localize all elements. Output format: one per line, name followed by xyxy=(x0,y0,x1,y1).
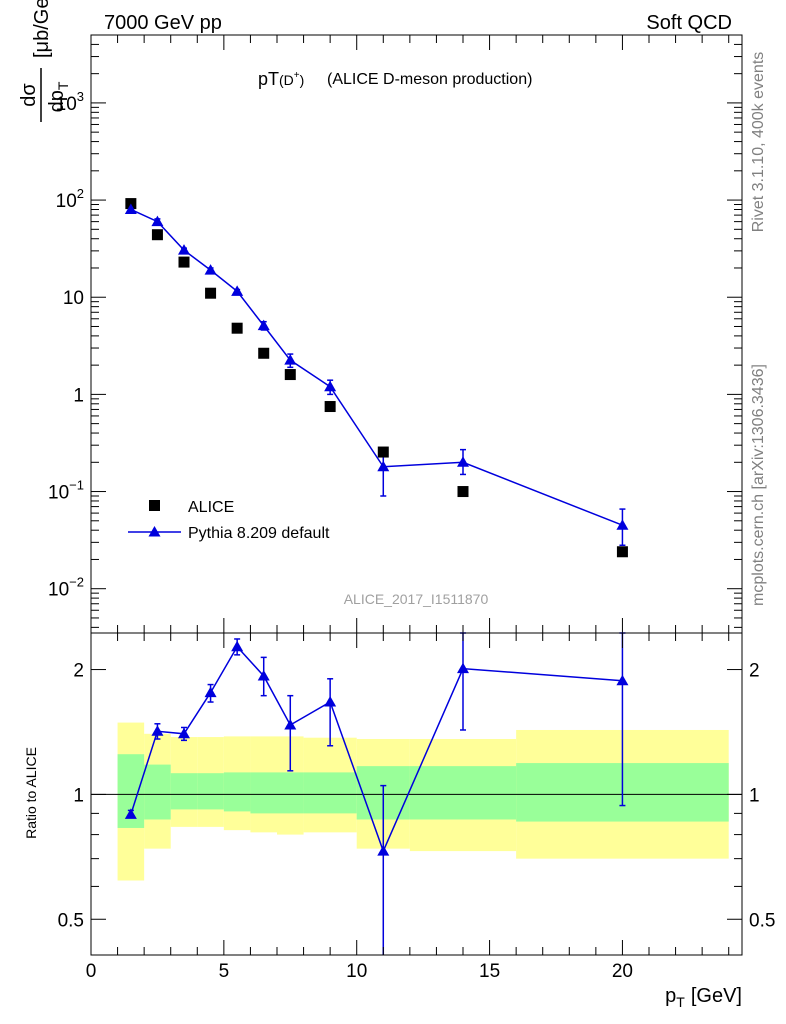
main-y-tick-label: 10 xyxy=(63,288,84,309)
pythia-data-point xyxy=(324,380,337,392)
main-x-axis xyxy=(90,35,730,633)
alice-data-point xyxy=(205,287,217,299)
pythia-series-line xyxy=(130,208,623,526)
pythia-data-point xyxy=(616,519,629,530)
ratio-x-tick-label: 0 xyxy=(86,961,97,982)
plot-title-sup: + xyxy=(294,70,300,81)
ratio-uncertainty-band-1sigma xyxy=(170,773,198,810)
rivet-version-label: Rivet 3.1.10, 400k events xyxy=(750,52,767,233)
alice-data-point xyxy=(258,347,270,359)
legend-alice-label: ALICE xyxy=(188,499,234,516)
alice-data-point xyxy=(324,401,336,413)
ratio-data-point xyxy=(124,808,137,819)
header-category-label: Soft QCD xyxy=(646,12,732,34)
analysis-watermark: ALICE_2017_I1511870 xyxy=(344,591,489,607)
ratio-plot-panel: 0.5 0.5 1 1 2 2 0 5 10 15 20 Ratio to ALICE pT [Ge… xyxy=(23,632,776,1010)
plot-title-rest: (ALICE D-meson production) xyxy=(327,71,532,88)
ratio-y-tick-label-right: 0.5 xyxy=(749,910,775,931)
ratio-y-tick-label-right: 2 xyxy=(749,661,760,682)
ratio-y-tick-label: 1 xyxy=(73,785,84,806)
main-y-tick-label: 102 xyxy=(56,186,84,212)
ratio-x-tick-label: 15 xyxy=(479,961,500,982)
main-y-tick-label: 10−2 xyxy=(48,575,84,601)
plot-title-sub: (D xyxy=(279,72,294,88)
pythia-data-point xyxy=(257,319,270,331)
main-y-tick-label: 1 xyxy=(73,385,84,406)
ratio-y-tick-label: 0.5 xyxy=(58,910,84,931)
ratio-x-tick-label: 20 xyxy=(612,961,633,982)
plot-title-end: ) xyxy=(300,72,305,88)
ratio-data-point xyxy=(284,719,297,730)
main-y-tick-label: 10−1 xyxy=(48,478,84,504)
xlabel-main: p xyxy=(665,985,676,1007)
ylabel-denominator: dpT xyxy=(46,81,71,112)
xlabel-unit: [GeV] xyxy=(691,985,742,1007)
pythia-data-point xyxy=(231,285,244,296)
xlabel-sub: T xyxy=(676,994,685,1010)
plot-title-main: pT xyxy=(258,69,279,89)
ratio-uncertainty-band-1sigma xyxy=(277,772,304,814)
ratio-data-point xyxy=(204,686,217,698)
ratio-uncertainty-band-1sigma xyxy=(409,766,517,820)
ratio-uncertainty-band-1sigma xyxy=(303,772,357,814)
ratio-uncertainty-band-1sigma xyxy=(197,773,224,810)
ylabel-denominator-main: dp xyxy=(46,90,68,112)
ratio-data-point xyxy=(324,696,337,707)
ylabel-numerator: dσ xyxy=(18,83,40,107)
pythia-data-point xyxy=(284,354,297,365)
ratio-y-axis-label: Ratio to ALICE xyxy=(23,747,39,839)
ratio-uncertainty-band-1sigma xyxy=(250,772,277,814)
ratio-plot-area xyxy=(91,632,742,955)
ratio-uncertainty-band-1sigma xyxy=(144,764,171,820)
pythia-data-point xyxy=(124,203,137,214)
legend: ALICE Pythia 8.209 default xyxy=(128,499,330,542)
alice-data-point xyxy=(457,486,469,498)
ratio-y-tick-label-right: 1 xyxy=(749,785,760,806)
ratio-data-point xyxy=(377,845,390,856)
alice-data-point xyxy=(151,229,163,241)
pythia-data-point xyxy=(151,215,164,227)
ratio-uncertainty-band-1sigma xyxy=(223,772,251,812)
legend-pythia-marker xyxy=(148,526,161,537)
header-collision-label: 7000 GeV pp xyxy=(104,12,222,34)
ratio-data-point xyxy=(231,640,244,652)
ylabel-denominator-sub: T xyxy=(55,81,71,90)
ratio-x-tick-label: 5 xyxy=(219,961,230,982)
main-y-tick-label: 103 xyxy=(56,89,84,115)
main-plot-area xyxy=(124,198,629,558)
plot-title: pT(D+) xyxy=(258,69,304,89)
alice-data-point xyxy=(284,369,296,381)
alice-data-point xyxy=(231,322,243,334)
pythia-data-point xyxy=(377,460,390,472)
ratio-x-tick-label: 10 xyxy=(346,961,367,982)
ratio-x-axis: 0 5 10 15 20 xyxy=(86,633,730,982)
ratio-y-tick-label: 2 xyxy=(73,661,84,682)
ylabel-unit: [μb/GeV] xyxy=(31,0,53,58)
pythia-data-point xyxy=(204,264,217,275)
legend-alice-marker xyxy=(149,500,160,511)
alice-data-point xyxy=(377,446,389,458)
ratio-data-point xyxy=(457,662,469,674)
pythia-data-point xyxy=(178,244,190,255)
alice-data-point xyxy=(616,546,628,558)
pythia-data-point xyxy=(457,456,469,467)
ratio-data-point xyxy=(257,669,270,681)
legend-pythia-label: Pythia 8.209 default xyxy=(188,525,330,542)
mcplots-label: mcplots.cern.ch [arXiv:1306.3436] xyxy=(750,364,767,606)
alice-data-point xyxy=(178,256,190,268)
ratio-data-point xyxy=(178,727,190,739)
ratio-data-point xyxy=(616,674,629,686)
ratio-y-axis: 0.5 0.5 1 1 2 2 xyxy=(58,661,776,932)
ratio-x-axis-label: pT [GeV] xyxy=(665,985,742,1010)
main-plot-frame xyxy=(90,34,743,634)
ratio-data-point xyxy=(151,725,164,736)
main-y-axis-label: dσ dpT [μb/GeV] xyxy=(18,0,71,122)
